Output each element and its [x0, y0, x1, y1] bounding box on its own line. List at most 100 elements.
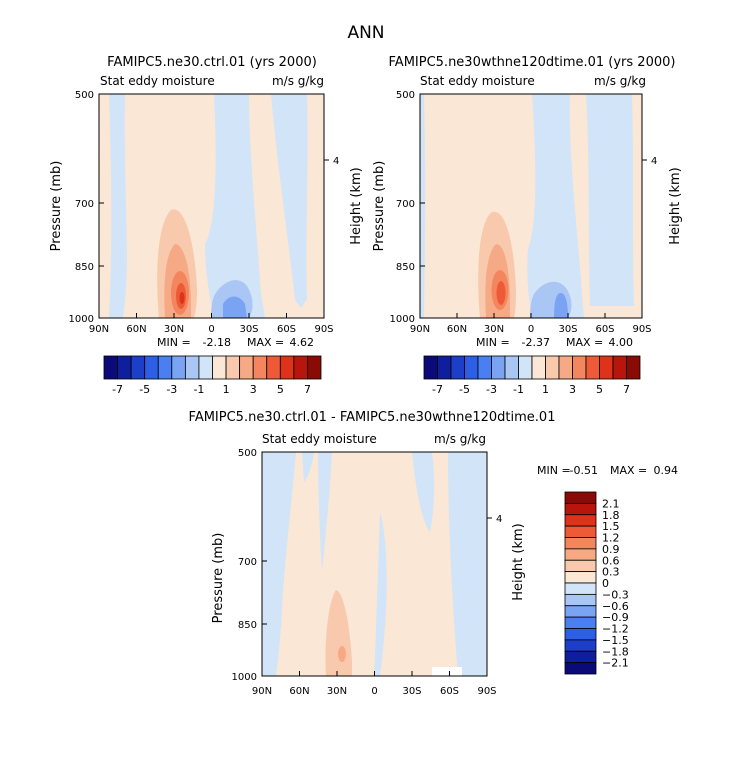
- panel-3-field-neg: [374, 512, 387, 676]
- colorbar-swatch: [564, 593, 597, 607]
- panel-3-xtick: 60S: [440, 686, 459, 697]
- colorbar-label: 0.6: [602, 554, 620, 567]
- colorbar-swatch: [239, 355, 254, 380]
- panel-3-title: FAMIPC5.ne30.ctrl.01 - FAMIPC5.ne30wthne…: [189, 410, 556, 425]
- panel-3-blank: [432, 667, 462, 676]
- panel-2: FAMIPC5.ne30wthne120dtime.01 (yrs 2000) …: [372, 55, 683, 396]
- colorbar-label: −0.9: [602, 611, 629, 624]
- colorbar-label: -1: [513, 383, 524, 396]
- panel-1-xtick: 30S: [239, 324, 258, 335]
- colorbar-swatch: [564, 650, 597, 664]
- colorbar-swatch: [184, 355, 200, 380]
- colorbar-swatch: [198, 355, 213, 380]
- colorbar-swatch: [293, 355, 308, 380]
- colorbar-swatch: [423, 355, 438, 380]
- panel-1-xtick: 90S: [314, 324, 333, 335]
- colorbar-label: −1.8: [602, 645, 629, 658]
- panel-3-max: 0.94: [654, 464, 679, 477]
- colorbar-swatch: [564, 502, 597, 516]
- panel-1-min: -2.18: [203, 336, 231, 349]
- panel-2-colorbar: -7 -5 -3 -1 1 3 5 7: [423, 355, 641, 396]
- colorbar-swatch: [144, 355, 159, 380]
- panel-3-ytick: 850: [238, 620, 257, 631]
- colorbar-label: −1.5: [602, 634, 629, 647]
- panel-1-xtick: 60S: [277, 324, 296, 335]
- colorbar-label: -7: [112, 383, 123, 396]
- panel-3-xtick: 90S: [477, 686, 496, 697]
- panel-3-min-label: MIN =: [537, 464, 571, 477]
- colorbar-swatch: [558, 355, 573, 380]
- panel-1-xtick: 0: [208, 324, 214, 335]
- colorbar-swatch: [225, 355, 241, 380]
- panel-3-xtick: 90N: [252, 686, 272, 697]
- panel-3-field-neg: [262, 452, 296, 676]
- colorbar-label: -1: [193, 383, 204, 396]
- panel-1-colorbar: -7 -5 -3 -1 1 3 5 7: [103, 355, 322, 396]
- colorbar-swatch: [491, 355, 506, 380]
- colorbar-swatch: [171, 355, 186, 380]
- colorbar-label: 7: [623, 383, 630, 396]
- colorbar-label: 5: [596, 383, 603, 396]
- panel-2-ytick: 500: [396, 90, 415, 101]
- panel-3-ytick: 500: [238, 448, 257, 459]
- colorbar-swatch: [103, 355, 118, 380]
- colorbar-swatch: [564, 639, 597, 652]
- panel-3-ylabel-right: Height (km): [511, 523, 526, 600]
- main-title: ANN: [347, 23, 384, 43]
- panel-3-field-pos: [338, 646, 346, 662]
- colorbar-swatch: [564, 571, 597, 584]
- panel-1-xtick: 60N: [126, 324, 146, 335]
- panel-2-field-neg: [527, 94, 584, 318]
- colorbar-swatch: [531, 355, 546, 380]
- panel-1-ytick: 700: [75, 199, 94, 210]
- colorbar-label: −2.1: [602, 657, 629, 670]
- colorbar-swatch: [564, 537, 597, 550]
- colorbar-swatch: [450, 355, 465, 380]
- colorbar-label: 5: [277, 383, 284, 396]
- panel-1-field-neg: [223, 296, 247, 318]
- panel-3-ylabel: Pressure (mb): [211, 533, 226, 624]
- colorbar-swatch: [157, 355, 173, 380]
- panel-3-min: -0.51: [570, 464, 598, 477]
- colorbar-swatch: [266, 355, 281, 380]
- panel-2-max: 4.00: [609, 336, 634, 349]
- panel-2-ytick: 1000: [390, 314, 415, 325]
- panel-3-subtitle-left: Stat eddy moisture: [262, 432, 377, 446]
- panel-2-field-neg: [554, 293, 568, 318]
- panel-1-plot: [99, 94, 324, 318]
- colorbar-label: -3: [166, 383, 177, 396]
- panel-2-xtick: 30S: [558, 324, 577, 335]
- panel-3-ticks: [261, 451, 492, 677]
- colorbar-swatch: [252, 355, 268, 380]
- panel-3-right-tick: 4: [496, 514, 502, 525]
- colorbar-label: 1.2: [602, 532, 620, 545]
- colorbar-swatch: [477, 355, 492, 380]
- panel-3-ytick: 700: [238, 557, 257, 568]
- colorbar-label: 1.5: [602, 520, 620, 533]
- colorbar-label: 0.9: [602, 543, 620, 556]
- panel-2-xtick: 60S: [595, 324, 614, 335]
- panel-1-ticks: [98, 93, 329, 319]
- colorbar-swatch: [564, 559, 597, 573]
- panel-2-xtick: 90N: [410, 324, 430, 335]
- panel-3: FAMIPC5.ne30.ctrl.01 - FAMIPC5.ne30wthne…: [189, 410, 678, 697]
- colorbar-swatch: [437, 355, 452, 380]
- colorbar-swatch: [572, 355, 587, 380]
- panel-2-xtick: 30N: [484, 324, 504, 335]
- panel-1-xtick: 30N: [164, 324, 184, 335]
- panel-2-ytick: 700: [396, 199, 415, 210]
- colorbar-swatch: [564, 548, 597, 561]
- colorbar-swatch: [279, 355, 295, 380]
- colorbar-swatch: [504, 355, 519, 380]
- panel-2-max-label: MAX =: [566, 336, 603, 349]
- panel-1-field-neg: [205, 94, 265, 318]
- panel-2-ylabel-right: Height (km): [668, 167, 683, 244]
- colorbar-label: 3: [569, 383, 576, 396]
- panel-1-min-label: MIN =: [157, 336, 191, 349]
- panel-2-field-neg: [586, 94, 634, 306]
- panel-2-ticks: [419, 93, 647, 319]
- panel-2-xtick: 60N: [447, 324, 467, 335]
- colorbar-swatch: [599, 355, 614, 380]
- panel-2-min: -2.37: [522, 336, 550, 349]
- colorbar-swatch: [117, 355, 132, 380]
